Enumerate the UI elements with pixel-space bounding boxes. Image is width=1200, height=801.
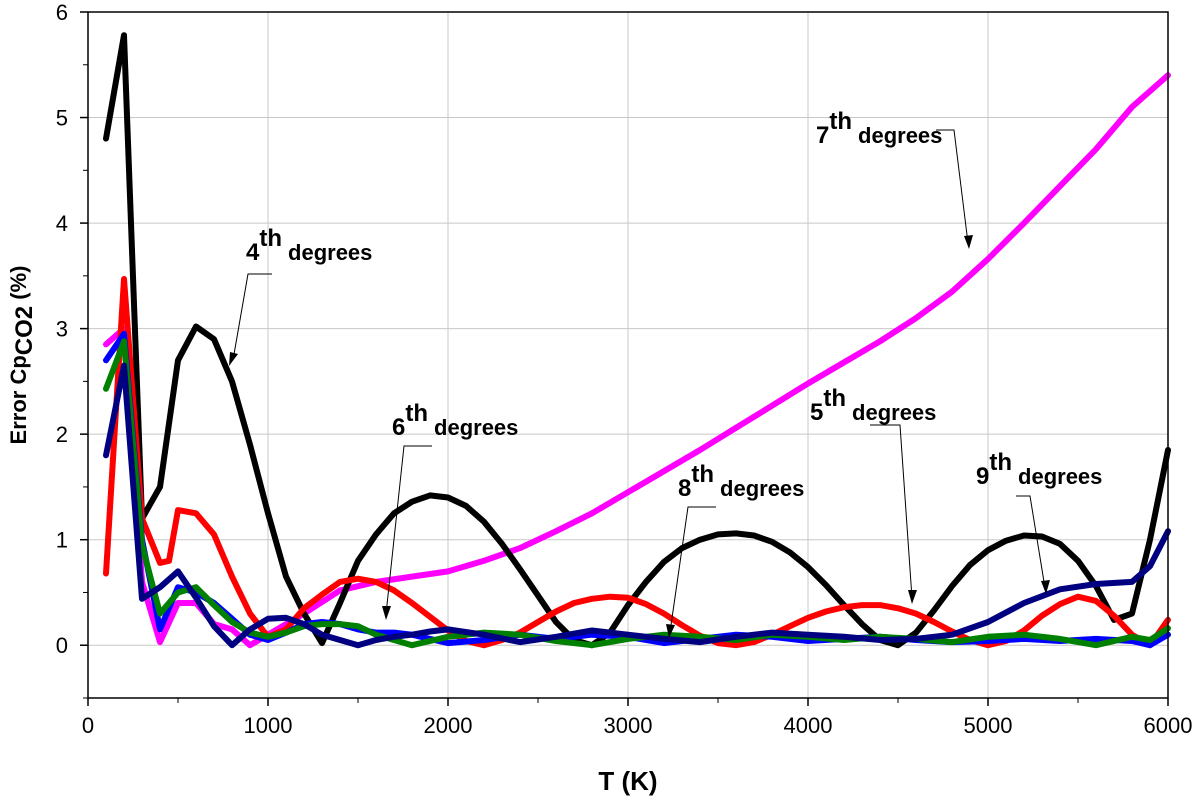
axis-ticks: 0 1000 2000 3000 4000 5000 6000 0 1 2 3 4 5 6 — [56, 0, 1193, 738]
x-tick-label: 6000 — [1144, 713, 1193, 738]
y-tick-label: 2 — [56, 422, 68, 447]
leader-6th — [385, 445, 432, 615]
x-tick-label: 0 — [82, 713, 94, 738]
annotation-9th-degrees: 9thdegrees — [976, 449, 1102, 490]
y-tick-label: 3 — [56, 317, 68, 342]
x-tick-label: 4000 — [784, 713, 833, 738]
leader-9th — [1016, 495, 1046, 589]
leader-8th — [669, 506, 716, 633]
leader-5th — [870, 424, 913, 599]
x-tick-label: 3000 — [604, 713, 653, 738]
y-tick-label: 1 — [56, 528, 68, 553]
arrowhead-9th — [1041, 580, 1050, 594]
x-tick-label: 5000 — [964, 713, 1013, 738]
arrowhead-6th — [382, 606, 391, 620]
x-axis-title: T (K) — [598, 766, 657, 796]
annotation-arrowheads — [229, 235, 1050, 638]
leader-7th — [936, 129, 969, 244]
annotations: 4thdegrees 6thdegrees 8thdegrees 5thdegr… — [229, 108, 1102, 638]
series-line-0 — [103, 72, 1171, 649]
arrowhead-7th — [964, 235, 973, 249]
y-tick-label: 6 — [56, 0, 68, 25]
y-axis-title-unit: (%) — [6, 266, 31, 306]
y-axis-title-sub: CO2 — [11, 306, 38, 355]
annotation-leaders — [232, 129, 1046, 633]
x-tick-label: 2000 — [424, 713, 473, 738]
annotation-8th-degrees: 8thdegrees — [678, 461, 804, 502]
annotation-5th-degrees: 5thdegrees — [810, 385, 936, 426]
y-axis-title-main: Error Cp — [6, 355, 31, 444]
leader-4th — [232, 273, 272, 361]
y-tick-label: 0 — [56, 633, 68, 658]
x-tick-label: 1000 — [244, 713, 293, 738]
arrowhead-4th — [229, 352, 238, 366]
series-line-5 — [103, 362, 1171, 649]
series-line-1 — [103, 32, 1171, 649]
annotation-6th-degrees: 6thdegrees — [392, 400, 518, 441]
arrowhead-5th — [908, 590, 917, 604]
svg-text:Error CpCO2 (%): Error CpCO2 (%) — [6, 266, 38, 445]
series-layer — [103, 32, 1171, 649]
annotation-7th-degrees: 7thdegrees — [816, 108, 942, 149]
y-tick-label: 5 — [56, 106, 68, 131]
y-tick-label: 4 — [56, 211, 68, 236]
arrowhead-8th — [666, 624, 675, 638]
annotation-4th-degrees: 4thdegrees — [246, 225, 372, 266]
y-axis-title: Error CpCO2 (%) — [6, 266, 38, 445]
